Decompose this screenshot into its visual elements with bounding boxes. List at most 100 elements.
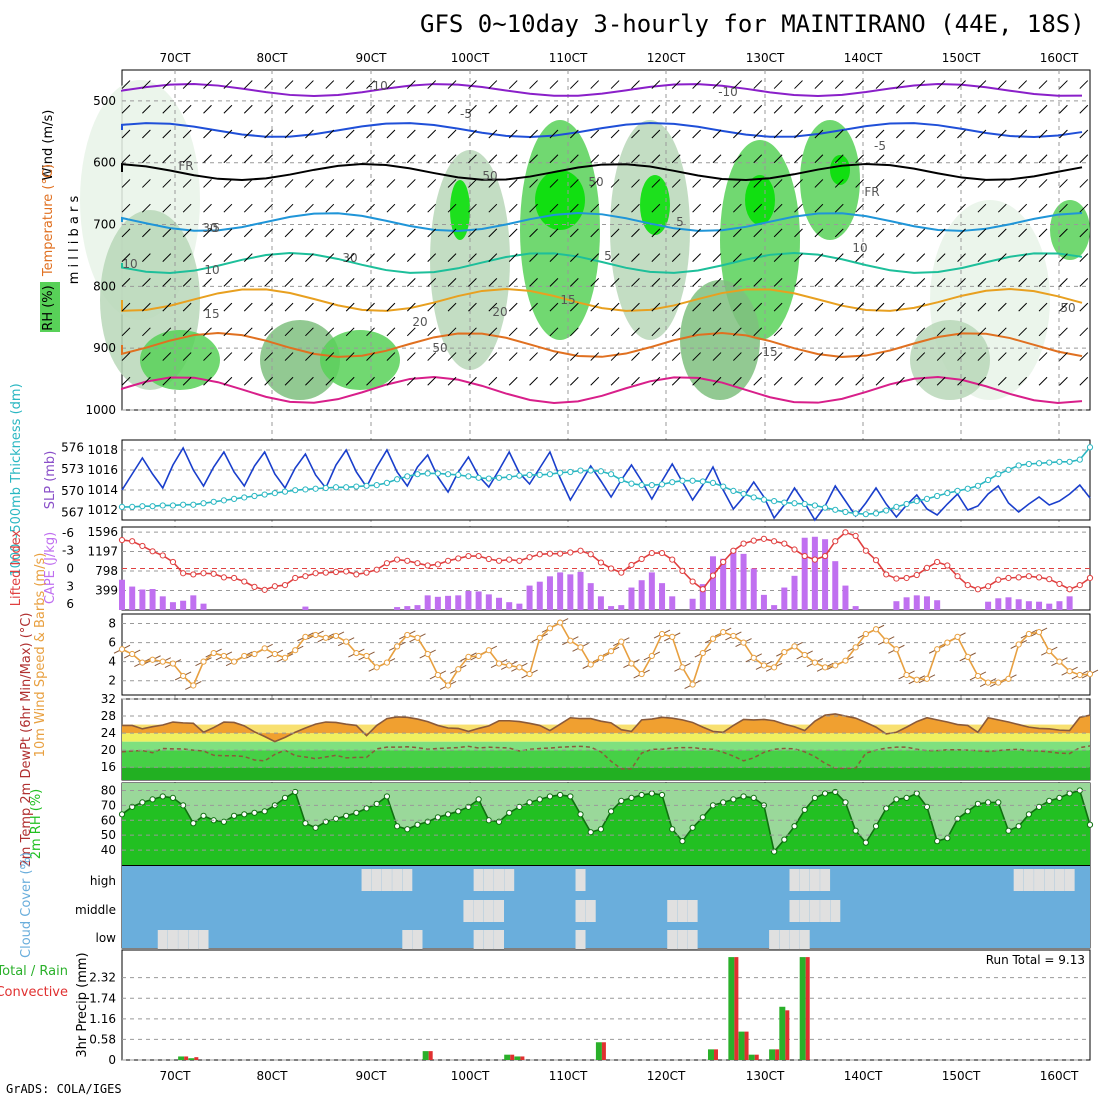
lifted-index-point [913,571,920,579]
wind-barb [406,154,416,164]
wind-barb [182,376,192,386]
wind-barb [977,179,987,188]
wind-barb [264,129,274,139]
wind-barb [243,80,253,89]
wind-barb [243,179,253,188]
wind-barb [1018,179,1028,188]
wind-barb [1018,228,1028,238]
wind-barb [610,327,620,337]
x-tick-top: 80CT [257,51,289,65]
wind-barb [671,253,681,262]
thickness-point [526,471,533,479]
wind-barb [753,376,763,386]
wind-barb [814,179,824,188]
rh2m-point [557,791,564,799]
temp-band [122,767,1090,780]
lifted-index-point [292,574,299,582]
wind-barb [549,228,559,238]
wind-barb [569,253,579,262]
rh2m-point [159,793,166,800]
wind-barb [549,104,559,114]
wind-barb [508,228,518,238]
wind-barb [447,278,457,287]
wind-barb [773,179,783,188]
cape-bar [923,596,930,610]
wind-barb [834,376,844,386]
wind10-point [699,649,706,657]
precip-legend-total: Total / Rain [0,964,68,979]
cape-bar [801,537,808,610]
wind-barb [1018,203,1028,213]
cloud-bar [178,930,189,952]
pressure-axis-label: m i l l i b a r s [67,196,82,285]
cape-bar [445,595,452,610]
rh2m-point [251,809,258,816]
wind10-point [261,645,268,652]
lifted-index-point [169,558,177,566]
wind-barb [712,327,722,337]
temperature-contour [121,331,1083,358]
cape-bar [567,574,574,610]
wind-barb [1079,352,1089,361]
rh-area [535,170,585,230]
lifted-index-point [241,578,248,585]
lifted-index-point [750,537,757,544]
wind-barb [733,327,742,337]
rh-area [1050,200,1090,260]
wind-barb [203,154,212,164]
wind-barb [182,228,192,238]
wind10-point [587,661,594,668]
wind-barb [671,80,681,89]
wind-barb [406,228,416,238]
cape-bar [485,594,492,610]
temp-band [122,741,1090,751]
wind-barb [142,154,151,164]
wind-barb [936,327,946,337]
thickness-point [332,484,340,491]
wind-barb [162,253,172,262]
wind-barb [345,203,355,213]
contour-label: FR [864,185,879,199]
rh2m-point [404,826,411,833]
rh2m-point [1086,821,1094,828]
wind-barb [203,376,212,386]
wind-barb [997,376,1007,386]
wind-barb [794,80,803,89]
rh-area [260,320,340,400]
wind10-point [1005,675,1012,682]
cloud-bar [473,930,484,952]
cape-bar [771,605,778,610]
wind-barb [997,179,1007,188]
wind-barb [814,129,824,139]
wind-barb [529,376,538,386]
cape-bar [302,606,309,610]
wind-barb [834,253,844,262]
rh2m-point [1046,797,1053,804]
wind-barb [855,129,864,139]
wind-barb [733,302,742,312]
rh2m-point [261,808,268,815]
lifted-index-point [872,557,880,564]
contour-label: 50 [432,341,447,355]
wind-barb [203,203,212,213]
thickness-point [139,503,146,510]
wind-barb [569,203,579,213]
wind-barb [977,278,987,287]
lifted-index-point [944,562,951,569]
wind-barb [896,154,905,164]
wind-barb [488,154,498,164]
wind-barb [366,327,375,337]
wind-barb [733,80,742,89]
precip-convective-bar [785,1010,790,1060]
lifted-index-point [811,556,818,563]
lifted-index-point [546,550,554,557]
thickness-point [1015,462,1022,469]
wind-barb [957,129,966,139]
thickness-point [842,508,849,516]
wind-barb [142,376,151,386]
wind-barb [610,203,620,213]
cape-bar [414,605,421,610]
cape-bar [1036,601,1043,610]
lifted-index-point [669,556,676,563]
